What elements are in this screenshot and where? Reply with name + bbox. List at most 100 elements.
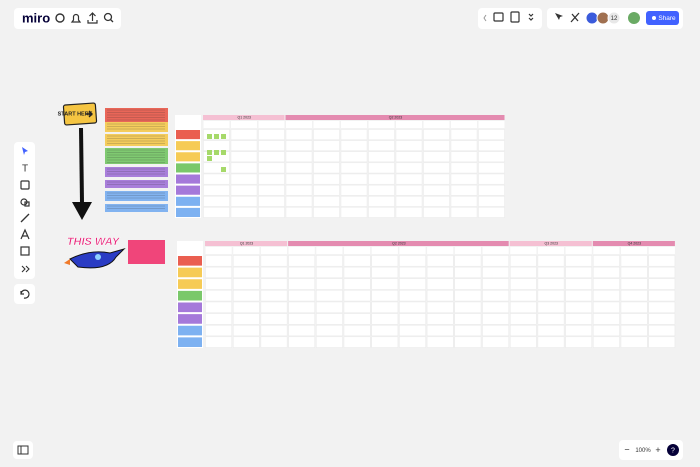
cell[interactable] <box>395 196 423 207</box>
cell[interactable] <box>285 162 313 174</box>
cell[interactable] <box>478 162 505 174</box>
cell[interactable] <box>450 162 478 174</box>
cell[interactable] <box>450 196 478 207</box>
cell[interactable] <box>258 162 285 174</box>
sticky[interactable] <box>214 150 219 155</box>
cell[interactable] <box>426 266 454 278</box>
sticky[interactable] <box>207 156 212 161</box>
cell[interactable] <box>482 313 509 325</box>
cell[interactable] <box>230 162 258 174</box>
cell[interactable] <box>260 255 288 267</box>
cell[interactable] <box>537 336 565 348</box>
cell[interactable] <box>288 301 316 313</box>
sticky[interactable] <box>221 167 226 172</box>
row-label[interactable] <box>178 256 202 266</box>
cell[interactable] <box>316 266 343 278</box>
cell[interactable] <box>450 184 478 196</box>
cell[interactable] <box>450 207 478 218</box>
cell[interactable] <box>260 325 288 337</box>
cell[interactable] <box>593 290 620 302</box>
cell[interactable] <box>203 162 230 174</box>
row-label[interactable] <box>176 174 200 184</box>
cell[interactable] <box>423 207 450 218</box>
cell[interactable] <box>423 196 450 207</box>
cell[interactable] <box>205 255 232 267</box>
cell[interactable] <box>258 151 285 163</box>
cell[interactable] <box>260 336 288 348</box>
cell[interactable] <box>258 184 285 196</box>
row-label[interactable] <box>178 337 202 347</box>
note-block[interactable] <box>105 167 168 177</box>
cell[interactable] <box>368 140 395 151</box>
cell[interactable] <box>285 207 313 218</box>
cell[interactable] <box>368 162 395 174</box>
cell[interactable] <box>343 290 371 302</box>
cell[interactable] <box>260 301 288 313</box>
cell[interactable] <box>288 290 316 302</box>
row-label[interactable] <box>176 141 200 151</box>
cell[interactable] <box>510 255 537 267</box>
note-block[interactable] <box>105 148 168 164</box>
cell[interactable] <box>454 255 482 267</box>
cell[interactable] <box>316 325 343 337</box>
cell[interactable] <box>313 140 340 151</box>
cell[interactable] <box>478 151 505 163</box>
cell[interactable] <box>620 301 648 313</box>
help-button[interactable] <box>667 444 679 456</box>
cursor-icon[interactable] <box>555 13 563 20</box>
cell[interactable] <box>450 151 478 163</box>
more-icon[interactable] <box>528 13 534 21</box>
row-label[interactable] <box>178 290 202 301</box>
row-label[interactable] <box>176 163 200 173</box>
cell[interactable] <box>371 278 399 290</box>
cell[interactable] <box>537 278 565 290</box>
cell[interactable] <box>230 196 258 207</box>
cell[interactable] <box>232 313 260 325</box>
cell[interactable] <box>285 140 313 151</box>
cell[interactable] <box>426 278 454 290</box>
cell[interactable] <box>285 151 313 163</box>
cell[interactable] <box>426 336 454 348</box>
cell[interactable] <box>260 278 288 290</box>
cell[interactable] <box>371 301 399 313</box>
note-block[interactable] <box>105 180 168 188</box>
cell[interactable] <box>368 173 395 185</box>
cell[interactable] <box>232 301 260 313</box>
cell[interactable] <box>537 325 565 337</box>
cell[interactable] <box>593 278 620 290</box>
cell[interactable] <box>232 325 260 337</box>
cell[interactable] <box>340 162 368 174</box>
sticky[interactable] <box>221 150 226 155</box>
cell[interactable] <box>399 336 426 348</box>
cell[interactable] <box>343 278 371 290</box>
cell[interactable] <box>258 173 285 185</box>
cell[interactable] <box>316 290 343 302</box>
cell[interactable] <box>340 173 368 185</box>
cell[interactable] <box>258 196 285 207</box>
cell[interactable] <box>454 290 482 302</box>
cell[interactable] <box>620 278 648 290</box>
zoom-in[interactable]: + <box>655 445 660 455</box>
cell[interactable] <box>620 290 648 302</box>
cell[interactable] <box>205 266 232 278</box>
cell[interactable] <box>258 140 285 151</box>
cell[interactable] <box>203 196 230 207</box>
cell[interactable] <box>203 207 230 218</box>
cell[interactable] <box>648 266 676 278</box>
note-block[interactable] <box>105 204 168 212</box>
cell[interactable] <box>232 336 260 348</box>
cell[interactable] <box>340 140 368 151</box>
cell[interactable] <box>399 313 426 325</box>
cell[interactable] <box>482 301 509 313</box>
cell[interactable] <box>230 184 258 196</box>
cell[interactable] <box>648 301 676 313</box>
cell[interactable] <box>313 173 340 185</box>
cell[interactable] <box>423 140 450 151</box>
cell[interactable] <box>343 313 371 325</box>
cell[interactable] <box>478 184 505 196</box>
comment-icon[interactable] <box>493 12 504 22</box>
cell[interactable] <box>232 255 260 267</box>
user-avatar[interactable] <box>628 12 640 24</box>
cell[interactable] <box>537 313 565 325</box>
panel-toggle[interactable] <box>13 441 33 459</box>
